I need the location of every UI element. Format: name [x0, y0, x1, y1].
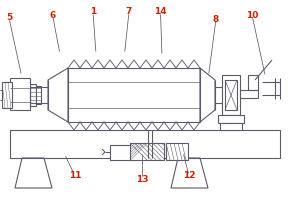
Bar	[248, 75, 258, 90]
Text: 12: 12	[183, 171, 195, 180]
Bar	[220, 123, 242, 130]
Text: 13: 13	[136, 174, 149, 184]
Bar	[2, 82, 12, 108]
Text: 11: 11	[69, 171, 81, 180]
Text: 5: 5	[6, 14, 12, 22]
Bar	[68, 68, 200, 122]
Bar	[110, 145, 135, 160]
Bar	[222, 75, 240, 115]
Bar	[36, 86, 41, 104]
Text: 7: 7	[126, 7, 132, 17]
Bar	[225, 80, 237, 110]
Bar	[166, 143, 188, 160]
Bar	[30, 84, 36, 106]
Text: 1: 1	[90, 7, 96, 17]
Bar	[10, 130, 280, 158]
Bar	[218, 115, 244, 123]
Bar	[130, 143, 164, 160]
Text: 10: 10	[246, 10, 258, 20]
Text: 14: 14	[154, 7, 167, 17]
Bar	[10, 78, 30, 110]
Text: 6: 6	[50, 10, 56, 20]
Text: 8: 8	[213, 15, 219, 23]
